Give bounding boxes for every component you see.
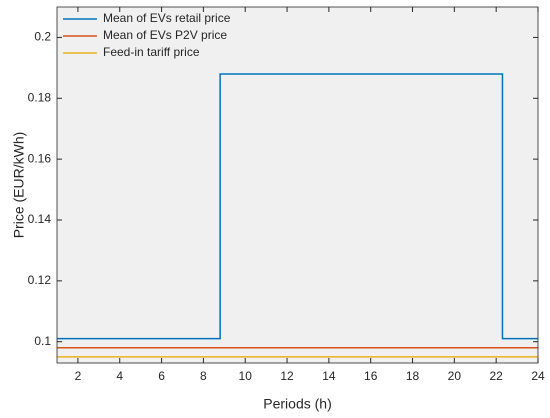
- x-tick-label: 12: [280, 369, 294, 383]
- x-tick-label: 24: [531, 369, 545, 383]
- y-tick-label: 0.18: [28, 90, 52, 104]
- x-tick-label: 2: [75, 369, 82, 383]
- legend-label: Mean of EVs P2V price: [103, 28, 227, 42]
- y-tick-label: 0.1: [34, 334, 51, 348]
- x-tick-label: 14: [322, 369, 336, 383]
- axes-box: [56, 6, 539, 364]
- x-tick-label: 6: [158, 369, 165, 383]
- legend-label: Mean of EVs retail price: [103, 11, 231, 25]
- x-tick-label: 10: [239, 369, 253, 383]
- x-tick-label: 18: [406, 369, 420, 383]
- series-line: [57, 73, 538, 340]
- x-tick-label: 16: [364, 369, 378, 383]
- x-tick-label: 20: [448, 369, 462, 383]
- legend-label: Feed-in tariff price: [103, 45, 200, 59]
- y-tick-label: 0.2: [34, 30, 51, 44]
- x-tick-label: 4: [116, 369, 123, 383]
- plot-area: [57, 7, 538, 363]
- y-tick-label: 0.16: [28, 151, 52, 165]
- y-axis-label: Price (EUR/kWh): [11, 132, 27, 239]
- y-tick-label: 0.12: [28, 273, 52, 287]
- x-tick-label: 22: [489, 369, 503, 383]
- x-axis-label: Periods (h): [263, 396, 331, 412]
- x-tick-label: 8: [200, 369, 207, 383]
- y-tick-label: 0.14: [28, 212, 52, 226]
